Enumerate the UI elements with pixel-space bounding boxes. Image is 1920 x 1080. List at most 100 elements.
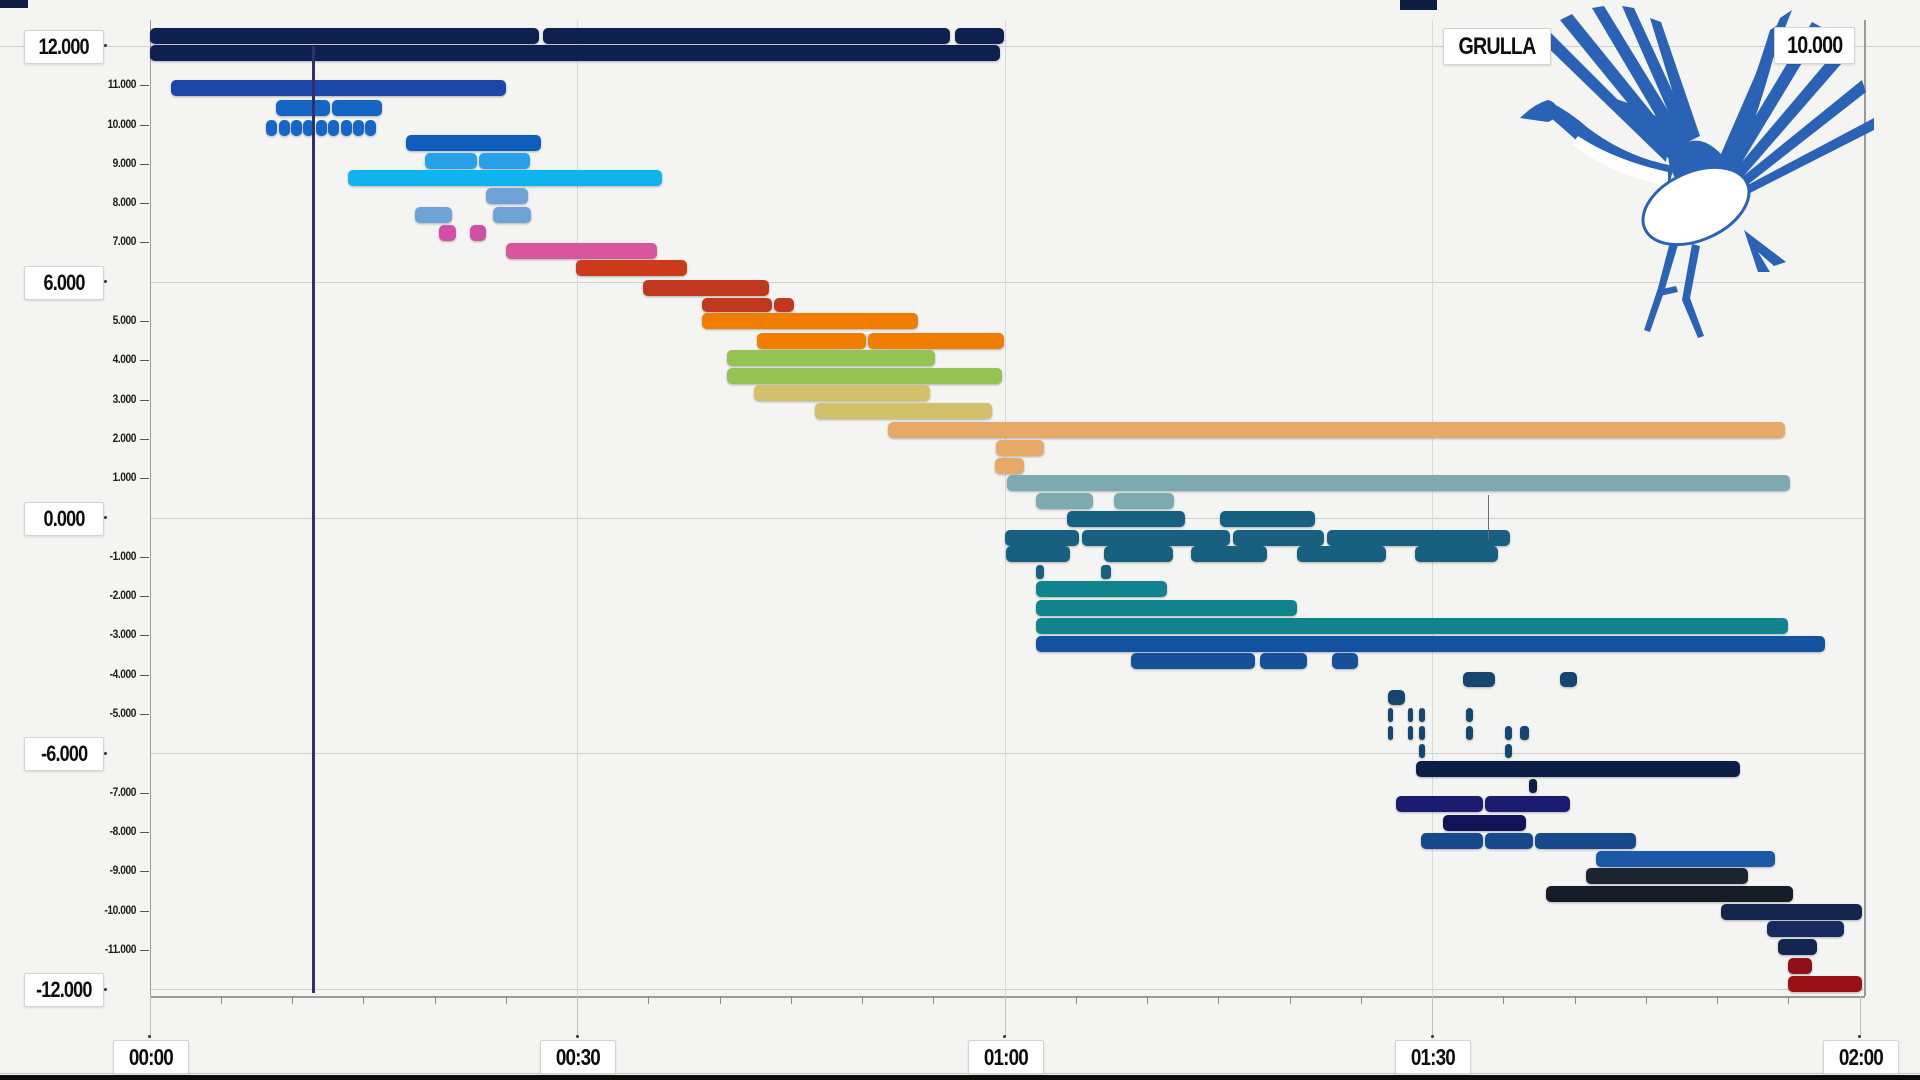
event-bar-7-seg1[interactable]	[278, 119, 290, 136]
event-bar-40[interactable]	[1326, 529, 1511, 546]
event-bar-56[interactable]	[1560, 671, 1578, 687]
event-bar-83[interactable]	[1778, 939, 1817, 956]
event-bar-23[interactable]	[756, 332, 867, 349]
event-bar-61[interactable]	[1466, 708, 1474, 723]
event-bar-58[interactable]	[1387, 708, 1394, 723]
event-bar-62[interactable]	[1387, 725, 1394, 740]
event-bar-7-seg0[interactable]	[266, 119, 278, 136]
x-axis-label-02:00[interactable]: 02:00	[1822, 1040, 1899, 1074]
event-bar-25[interactable]	[726, 350, 935, 367]
event-bar-52[interactable]	[1131, 652, 1256, 669]
event-bar-53[interactable]	[1259, 652, 1307, 669]
event-bar-49[interactable]	[1035, 599, 1297, 616]
event-bar-50[interactable]	[1035, 617, 1789, 634]
event-bar-64[interactable]	[1419, 725, 1425, 740]
event-bar-9[interactable]	[424, 152, 478, 169]
event-bar-54[interactable]	[1332, 652, 1358, 669]
event-bar-60[interactable]	[1419, 708, 1425, 723]
event-bar-27[interactable]	[753, 385, 931, 402]
event-bar-7-seg4[interactable]	[315, 119, 327, 136]
event-bar-7-seg5[interactable]	[328, 119, 340, 136]
event-bar-6[interactable]	[331, 100, 382, 117]
event-bar-26[interactable]	[726, 367, 1002, 384]
event-bar-79[interactable]	[1585, 867, 1749, 884]
event-bar-81[interactable]	[1721, 903, 1863, 920]
event-bar-18[interactable]	[575, 260, 687, 277]
event-bar-16[interactable]	[470, 224, 486, 241]
event-bar-42[interactable]	[1104, 546, 1173, 563]
event-bar-14[interactable]	[492, 206, 532, 223]
event-bar-31[interactable]	[994, 457, 1025, 474]
event-bar-15[interactable]	[438, 224, 456, 241]
x-axis-label-01:30[interactable]: 01:30	[1395, 1040, 1471, 1074]
event-bar-34[interactable]	[1114, 492, 1175, 509]
event-bar-66[interactable]	[1504, 725, 1512, 740]
event-bar-35[interactable]	[1067, 510, 1186, 527]
event-bar-10[interactable]	[478, 152, 530, 169]
event-bar-59[interactable]	[1407, 708, 1414, 723]
event-bar-67[interactable]	[1520, 725, 1529, 740]
event-bar-24[interactable]	[867, 332, 1005, 349]
event-bar-8[interactable]	[406, 134, 542, 151]
event-bar-43[interactable]	[1191, 546, 1267, 563]
event-bar-39[interactable]	[1232, 529, 1324, 546]
event-bar-84[interactable]	[1788, 957, 1813, 974]
event-bar-78[interactable]	[1595, 850, 1776, 867]
event-bar-1[interactable]	[542, 27, 951, 44]
event-bar-33[interactable]	[1035, 492, 1093, 509]
event-bar-73[interactable]	[1484, 796, 1571, 813]
event-bar-7-seg3[interactable]	[303, 119, 315, 136]
event-bar-70[interactable]	[1416, 760, 1740, 777]
event-bar-0[interactable]	[149, 27, 539, 44]
event-bar-65[interactable]	[1466, 725, 1474, 740]
event-bar-74[interactable]	[1443, 814, 1527, 831]
event-bar-80[interactable]	[1546, 886, 1793, 903]
event-bar-85[interactable]	[1788, 975, 1863, 992]
x-axis-label-00:00[interactable]: 00:00	[112, 1040, 189, 1074]
event-bar-72[interactable]	[1396, 796, 1484, 813]
event-bar-29[interactable]	[887, 421, 1786, 438]
event-bar-13[interactable]	[414, 206, 452, 223]
event-bar-45[interactable]	[1414, 546, 1498, 563]
event-bar-46[interactable]	[1035, 565, 1045, 580]
event-bar-20[interactable]	[702, 297, 773, 312]
event-bar-82[interactable]	[1766, 921, 1844, 938]
event-bar-11[interactable]	[347, 170, 663, 187]
event-bar-41[interactable]	[1005, 546, 1070, 563]
event-bar-57[interactable]	[1387, 690, 1405, 705]
event-bar-36[interactable]	[1219, 510, 1316, 527]
x-axis-label-00:30[interactable]: 00:30	[540, 1040, 616, 1074]
event-bar-38[interactable]	[1081, 529, 1230, 546]
event-bar-77[interactable]	[1534, 832, 1636, 849]
event-bar-3[interactable]	[149, 45, 1001, 62]
event-bar-48[interactable]	[1035, 580, 1167, 597]
event-bar-30[interactable]	[995, 440, 1045, 457]
event-bar-21[interactable]	[773, 297, 794, 312]
event-bar-47[interactable]	[1101, 565, 1112, 580]
event-bar-51[interactable]	[1035, 635, 1826, 652]
event-bar-12[interactable]	[485, 188, 529, 205]
event-bar-69[interactable]	[1504, 743, 1512, 758]
event-bar-7-seg6[interactable]	[340, 119, 352, 136]
event-bar-32[interactable]	[1007, 474, 1790, 491]
event-bar-2[interactable]	[954, 27, 1005, 44]
event-bar-28[interactable]	[815, 403, 992, 420]
event-bar-17[interactable]	[505, 242, 657, 259]
event-bar-68[interactable]	[1419, 743, 1425, 758]
event-bar-63[interactable]	[1407, 725, 1414, 740]
event-bar-7-seg8[interactable]	[365, 119, 377, 136]
playhead-line[interactable]	[312, 46, 315, 993]
event-bar-37[interactable]	[1004, 529, 1079, 546]
event-bar-22[interactable]	[702, 313, 918, 330]
event-bar-7-seg2[interactable]	[291, 119, 303, 136]
event-bar-44[interactable]	[1296, 546, 1387, 563]
event-bar-4[interactable]	[170, 79, 506, 96]
event-bar-76[interactable]	[1484, 832, 1534, 849]
x-axis-label-01:00[interactable]: 01:00	[967, 1040, 1044, 1074]
event-bar-75[interactable]	[1420, 832, 1484, 849]
event-bar-7-seg7[interactable]	[352, 119, 364, 136]
event-bar-19[interactable]	[642, 279, 770, 296]
event-bar-5[interactable]	[276, 100, 331, 117]
event-bar-71[interactable]	[1528, 778, 1538, 793]
event-bar-55[interactable]	[1463, 671, 1495, 687]
